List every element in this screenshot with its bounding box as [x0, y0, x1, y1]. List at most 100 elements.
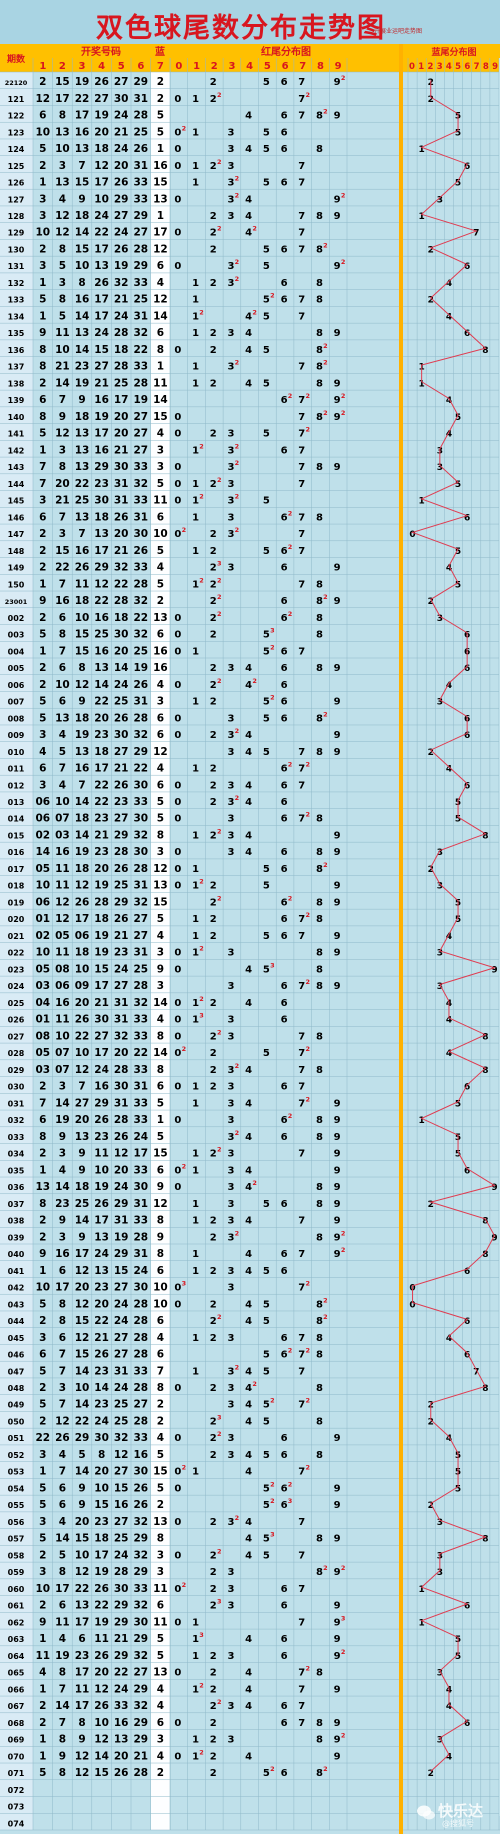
red-ball: 10: [94, 1482, 109, 1494]
red-ball: 29: [114, 1198, 129, 1210]
red-tail-mark: 8: [316, 378, 323, 389]
red-ball: 11: [55, 1014, 70, 1026]
repeat-count: 2: [288, 761, 293, 769]
red-tail-mark: 0: [174, 881, 181, 892]
red-ball: 22: [94, 1600, 109, 1612]
red-tail-mark: 0: [174, 646, 181, 657]
red-tail-mark: 0: [174, 496, 181, 507]
red-ball: 7: [39, 1097, 46, 1109]
red-tail-mark: 0: [174, 1550, 181, 1561]
red-ball: 17: [75, 1248, 90, 1260]
red-tail-mark: 0: [174, 228, 181, 239]
red-tail-mark: 2: [210, 579, 217, 590]
red-ball: 32: [133, 896, 148, 908]
red-tail-mark: 2: [210, 1048, 217, 1059]
blue-ball: 13: [153, 1667, 168, 1679]
red-ball: 18: [75, 813, 90, 825]
red-ball: 13: [55, 177, 70, 189]
repeat-count: 2: [341, 258, 346, 266]
red-ball: 7: [59, 394, 66, 406]
red-ball: 12: [94, 1683, 109, 1695]
red-tail-mark: 4: [245, 747, 252, 758]
red-tail-mark: 9: [334, 1567, 341, 1578]
red-tail-mark: 3: [227, 948, 234, 959]
red-ball: 5: [39, 696, 46, 708]
red-ball: 18: [94, 913, 109, 925]
red-tail-mark: 0: [174, 161, 181, 172]
red-ball: 6: [39, 1349, 46, 1361]
red-ball: 15: [75, 243, 90, 255]
red-tail-mark: 1: [192, 1082, 199, 1093]
red-ball: 21: [94, 1332, 109, 1344]
repeat-count: 2: [235, 359, 240, 367]
red-ball: 16: [75, 294, 90, 306]
repeat-count: 3: [217, 560, 222, 568]
red-tail-mark: 0: [174, 998, 181, 1009]
red-tail-mark: 7: [298, 931, 305, 942]
red-ball: 14: [75, 829, 90, 841]
red-tail-mark: 3: [227, 1283, 234, 1294]
period-label: 141: [8, 430, 25, 439]
blue-tail-mark: 5: [455, 815, 461, 825]
red-tail-mark: 3: [227, 847, 234, 858]
red-ball: 19: [94, 930, 109, 942]
red-tail-mark: 0: [174, 261, 181, 272]
repeat-count: 2: [323, 710, 328, 718]
repeat-count: 2: [305, 761, 310, 769]
red-ball: 29: [133, 260, 148, 272]
red-ball: 7: [59, 1717, 66, 1729]
red-tail-mark: 9: [334, 1216, 341, 1227]
red-tail-mark: 3: [227, 1433, 234, 1444]
red-tail-mark: 9: [334, 1232, 341, 1243]
repeat-count: 2: [323, 359, 328, 367]
red-ball: 1: [39, 1466, 46, 1478]
red-ball: 32: [114, 562, 129, 574]
blue-tail-mark: 1: [419, 145, 425, 155]
red-tail-mark: 8: [316, 1065, 323, 1076]
red-tail-mark: 5: [263, 429, 270, 440]
red-tail-mark: 2: [210, 1082, 217, 1093]
red-tail-mark: 7: [298, 1149, 305, 1160]
red-ball: 15: [94, 344, 109, 356]
blue-ball: 3: [157, 696, 164, 708]
red-ball: 07: [55, 1064, 70, 1076]
red-ball: 28: [133, 1415, 148, 1427]
red-tail-mark: 7: [298, 1283, 305, 1294]
red-ball: 4: [59, 1449, 66, 1461]
red-tail-mark: 1: [192, 697, 199, 708]
red-tail-mark: 1: [192, 479, 199, 490]
repeat-count: 2: [235, 175, 240, 183]
repeat-count: 2: [341, 74, 346, 82]
red-ball: 10: [94, 1717, 109, 1729]
red-tail-mark: 4: [245, 1065, 252, 1076]
red-tail-mark: 2: [210, 378, 217, 389]
blue-ball: 5: [157, 126, 164, 138]
red-tail-mark: 4: [245, 1366, 252, 1377]
blue-tail-mark: 6: [464, 1267, 470, 1277]
red-ball: 6: [39, 394, 46, 406]
repeat-count: 2: [323, 342, 328, 350]
red-tail-mark: 1: [192, 1684, 199, 1695]
period-label: 23001: [5, 598, 28, 606]
red-ball: 02: [35, 930, 50, 942]
red-ball: 7: [59, 1365, 66, 1377]
red-tail-mark: 0: [174, 1517, 181, 1528]
repeat-count: 2: [217, 827, 222, 835]
red-tail-mark: 0: [174, 797, 181, 808]
red-tail-mark: 9: [334, 931, 341, 942]
red-ball: 31: [133, 160, 148, 172]
red-tail-mark: 0: [174, 1433, 181, 1444]
red-ball: 31: [114, 1014, 129, 1026]
red-ball: 32: [133, 327, 148, 339]
period-label: 067: [8, 1702, 25, 1711]
period-label: 032: [8, 1116, 25, 1125]
red-tail-mark: 5: [263, 261, 270, 272]
red-ball: 21: [114, 930, 129, 942]
red-ball: 18: [75, 210, 90, 222]
red-ball: 33: [133, 1030, 148, 1042]
period-label: 048: [8, 1384, 25, 1393]
red-ball: 20: [75, 997, 90, 1009]
repeat-count: 3: [341, 1614, 346, 1622]
red-ball: 4: [39, 746, 46, 758]
blue-ball: 13: [153, 1516, 168, 1528]
